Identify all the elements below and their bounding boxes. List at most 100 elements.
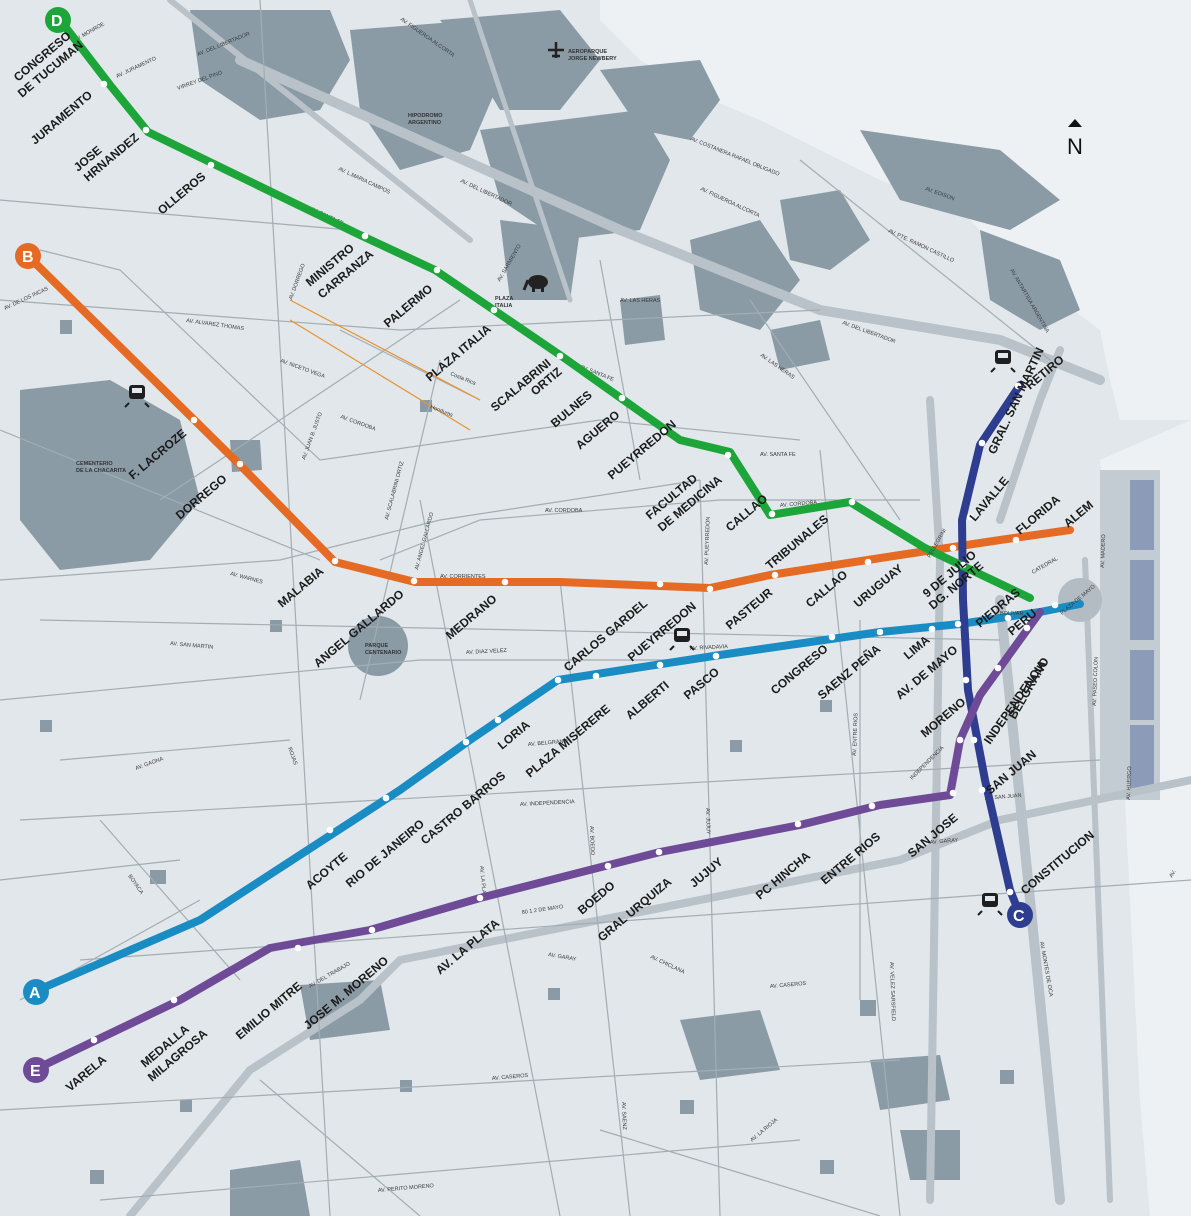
svg-text:A: A [29, 985, 41, 1002]
road-label: AV. SAENZ [620, 1102, 627, 1131]
station-dot[interactable] [794, 820, 802, 828]
river-water [600, 0, 1191, 420]
line-e-badge[interactable]: E [23, 1057, 49, 1083]
train-icon [977, 893, 1003, 916]
station-dot[interactable] [100, 80, 108, 88]
station-dot[interactable] [618, 394, 626, 402]
airport-label-2: JORGE NEWBERY [568, 56, 617, 62]
parque-label-2: CENTENARIO [365, 650, 402, 656]
hipodromo-label-2: ARGENTINO [408, 120, 442, 126]
port-docks [1100, 470, 1160, 800]
road-label: AV. SAN JUAN [985, 793, 1022, 802]
station-dot[interactable] [1014, 382, 1022, 390]
line-b-badge[interactable]: B [15, 243, 41, 269]
line-c [958, 381, 1024, 919]
station-dot[interactable] [706, 585, 714, 593]
station-dot[interactable] [604, 862, 612, 870]
station-dot[interactable] [556, 352, 564, 360]
station-dot[interactable] [410, 577, 418, 585]
station-dot[interactable] [928, 625, 936, 633]
station-dot[interactable] [236, 460, 244, 468]
station-dot[interactable] [771, 571, 779, 579]
station-dot[interactable] [1004, 614, 1012, 622]
road-label: AV. GARAY [930, 838, 959, 846]
station-dot[interactable] [382, 794, 390, 802]
park-areas [20, 10, 1080, 1216]
station-dot[interactable] [868, 802, 876, 810]
station-dot[interactable] [190, 416, 198, 424]
svg-text:B: B [22, 249, 34, 266]
station-dot[interactable] [494, 716, 502, 724]
station-dot[interactable] [656, 580, 664, 588]
hipodromo-label: HIPODROMO [408, 113, 443, 119]
station-dot[interactable] [660, 426, 668, 434]
station-dot[interactable] [712, 652, 720, 660]
station-dot[interactable] [1023, 624, 1031, 632]
place-labels: HIPODROMO ARGENTINO CEMENTERIO DE LA CHA… [76, 113, 513, 656]
station-dot[interactable] [978, 439, 986, 447]
road-label: 80 1 2 DE MAYO [521, 904, 564, 916]
station-dot[interactable] [294, 944, 302, 952]
road-label: AV. SANTA FE [760, 452, 796, 458]
station-dot[interactable] [828, 633, 836, 641]
station-dot[interactable] [962, 676, 970, 684]
line-c-badge[interactable]: C [1007, 902, 1033, 928]
station-dot[interactable] [501, 578, 509, 586]
station-dot[interactable] [361, 232, 369, 240]
station-dot[interactable] [368, 926, 376, 934]
airplane-icon [548, 42, 564, 58]
station-dot[interactable] [1012, 536, 1020, 544]
station-dot[interactable] [848, 498, 856, 506]
station-dot[interactable] [433, 266, 441, 274]
train-icon [669, 628, 695, 651]
road-label: AV. CORDOBA [545, 508, 583, 514]
road-label: AV. DIAZ VELEZ [466, 648, 508, 656]
road-label: AV. [1169, 869, 1178, 879]
station-dot[interactable] [462, 738, 470, 746]
station-dot[interactable] [655, 848, 663, 856]
cementerio-label: CEMENTERIO [76, 461, 113, 467]
station-dot[interactable] [768, 510, 776, 518]
station-dot[interactable] [554, 676, 562, 684]
station-dot[interactable] [170, 996, 178, 1004]
station-dot[interactable] [966, 513, 974, 521]
station-dot[interactable] [90, 1036, 98, 1044]
station-dot[interactable] [142, 126, 150, 134]
plaza-italia-label-2: ITALIA [495, 303, 512, 309]
station-dot[interactable] [724, 451, 732, 459]
station-dot[interactable] [876, 628, 884, 636]
station-dot[interactable] [970, 736, 978, 744]
station-label[interactable]: BOLIVAR [1000, 611, 1023, 617]
station-dot[interactable] [326, 826, 334, 834]
orange-streets [289, 299, 481, 431]
road-label: AV. PASEO COLON [1092, 657, 1100, 706]
station-dot[interactable] [1006, 888, 1014, 896]
road-label: AV. PERITO MORENO [378, 1183, 435, 1194]
plaza-italia-label: PLAZA [495, 296, 513, 302]
line-d-badge[interactable]: D [45, 7, 71, 33]
road-label: AV. BELGRANO [528, 738, 569, 748]
station-dot[interactable] [207, 161, 215, 169]
station-dot[interactable] [656, 661, 664, 669]
svg-text:D: D [51, 13, 63, 30]
station-dot[interactable] [331, 557, 339, 565]
station-dot[interactable] [994, 664, 1002, 672]
station-dot[interactable] [949, 544, 957, 552]
station-dot[interactable] [956, 736, 964, 744]
road-label: AV. JUJUY [704, 808, 711, 835]
station-dots [90, 80, 1059, 1044]
station-dot[interactable] [476, 894, 484, 902]
station-dot[interactable] [1051, 601, 1059, 609]
svg-text:E: E [30, 1063, 41, 1080]
station-dot[interactable] [864, 558, 872, 566]
station-dot[interactable] [592, 672, 600, 680]
line-a-badge[interactable]: A [23, 979, 49, 1005]
station-dot[interactable] [954, 620, 962, 628]
road-label: AV. RIVADAVIA [690, 644, 729, 652]
station-dot[interactable] [949, 789, 957, 797]
station-dot[interactable] [978, 786, 986, 794]
station-dot[interactable] [959, 561, 967, 569]
road-label: AV. CORRIENTES [440, 574, 486, 580]
line-e [34, 608, 1044, 1072]
station-dot[interactable] [490, 306, 498, 314]
